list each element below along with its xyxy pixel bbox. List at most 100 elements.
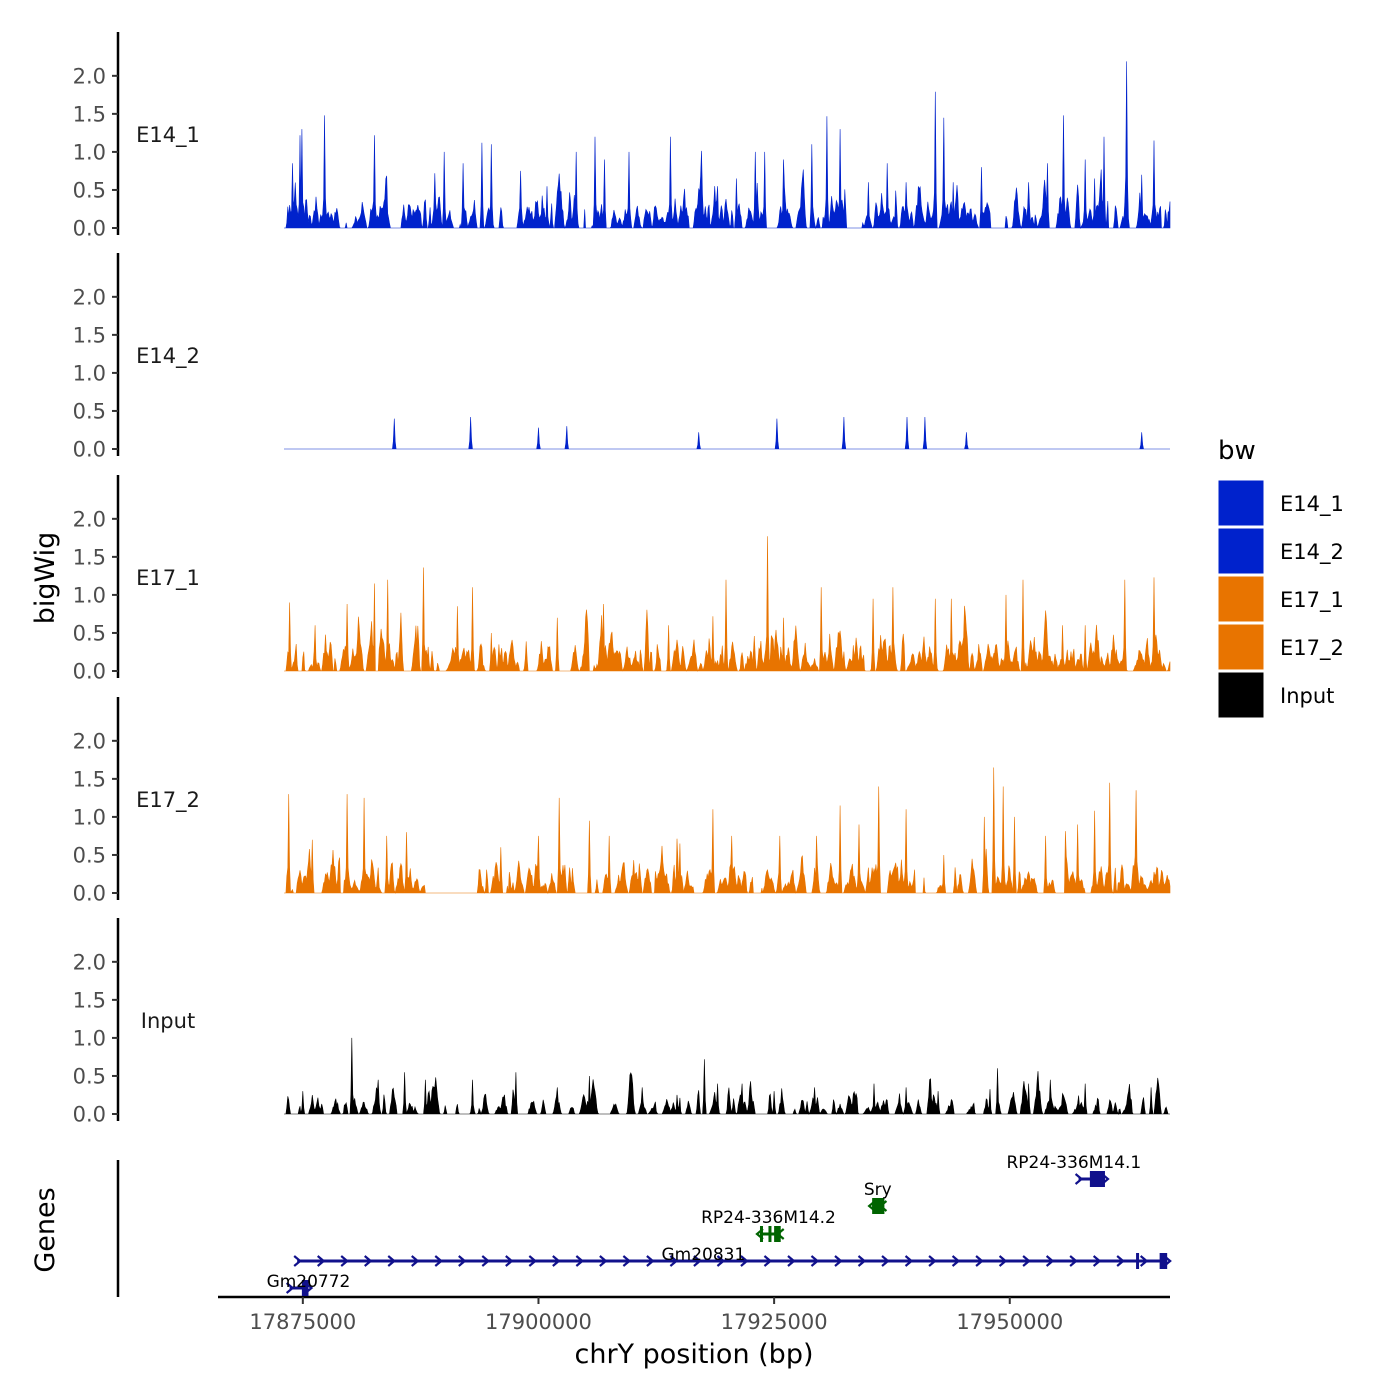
- x-tick-label: 17875000: [249, 1310, 356, 1334]
- x-tick-label: 17900000: [485, 1310, 592, 1334]
- y-tick-label: 1.0: [73, 1026, 106, 1050]
- y-tick-label: 1.5: [73, 545, 106, 569]
- y-tick-label: 0.5: [73, 1064, 106, 1088]
- strand-chevron: [975, 1255, 984, 1267]
- strand-chevron: [528, 1255, 538, 1267]
- strand-chevron: [316, 1255, 326, 1267]
- y-tick-label: 1.0: [73, 140, 106, 164]
- strand-chevron: [904, 1255, 914, 1267]
- gene-label: Gm20831: [662, 1245, 746, 1265]
- y-axis-title: bigWig: [30, 532, 61, 625]
- x-tick-label: 17925000: [721, 1310, 828, 1334]
- strand-chevron: [740, 1255, 749, 1267]
- strand-chevron: [1092, 1255, 1102, 1267]
- strand-chevron: [411, 1255, 420, 1267]
- gene-exon: [301, 1280, 309, 1296]
- strand-chevron: [763, 1255, 773, 1267]
- strand-chevron: [646, 1255, 655, 1267]
- strand-chevron: [1022, 1255, 1031, 1267]
- strand-chevron: [669, 1255, 679, 1267]
- strand-chevron: [1069, 1255, 1078, 1267]
- strand-chevron: [834, 1255, 843, 1267]
- legend-label: E17_1: [1280, 588, 1344, 613]
- strand-chevron: [387, 1255, 396, 1267]
- legend-swatch-E14_2: [1217, 527, 1265, 575]
- y-tick-label: 2.0: [73, 285, 106, 309]
- track-label: E17_1: [136, 566, 200, 591]
- strand-chevron: [599, 1255, 608, 1267]
- y-tick-label: 2.0: [73, 729, 106, 753]
- y-tick-label: 0.0: [73, 217, 106, 241]
- strand-chevron: [1045, 1255, 1055, 1267]
- strand-chevron: [552, 1255, 561, 1267]
- strand-chevron: [928, 1255, 937, 1267]
- gene-exon: [1136, 1253, 1140, 1269]
- strand-chevron: [810, 1255, 820, 1267]
- coverage-area-E14_1: [284, 61, 1171, 230]
- y-tick-label: 2.0: [73, 507, 106, 531]
- y-tick-label: 1.5: [73, 323, 106, 347]
- strand-chevron: [481, 1255, 491, 1267]
- strand-chevron: [881, 1255, 890, 1267]
- gene-label: RP24-336M14.2: [701, 1208, 836, 1228]
- y-tick-label: 1.0: [73, 805, 106, 829]
- track-label: Input: [141, 1009, 195, 1033]
- legend-label: Input: [1280, 684, 1334, 708]
- track-label: E14_1: [136, 123, 200, 148]
- strand-chevron: [1074, 1173, 1084, 1185]
- y-tick-label: 0.0: [73, 1103, 106, 1127]
- strand-chevron: [787, 1255, 796, 1267]
- strand-chevron: [693, 1255, 702, 1267]
- x-axis-title: chrY position (bp): [574, 1339, 813, 1370]
- gene-exon: [774, 1226, 781, 1242]
- y-tick-label: 2.0: [73, 950, 106, 974]
- y-tick-label: 1.5: [73, 988, 106, 1012]
- legend-swatch-E17_1: [1217, 575, 1265, 623]
- y-tick-label: 0.5: [73, 621, 106, 645]
- strand-chevron: [340, 1255, 349, 1267]
- y-tick-label: 1.0: [73, 361, 106, 385]
- legend-title: bw: [1218, 436, 1256, 466]
- y-tick-label: 1.5: [73, 102, 106, 126]
- gene-exon: [872, 1198, 885, 1214]
- coverage-area-E17_1: [284, 536, 1171, 672]
- legend-swatch-Input: [1217, 671, 1265, 719]
- strand-chevron: [998, 1255, 1008, 1267]
- gene-exon: [1159, 1253, 1168, 1269]
- legend-swatch-E17_2: [1217, 623, 1265, 671]
- strand-chevron: [1139, 1255, 1149, 1267]
- strand-chevron: [505, 1255, 514, 1267]
- y-tick-label: 0.5: [73, 178, 106, 202]
- x-tick-label: 17950000: [956, 1310, 1063, 1334]
- y-tick-label: 1.0: [73, 583, 106, 607]
- strand-chevron: [716, 1255, 726, 1267]
- y-tick-label: 0.5: [73, 399, 106, 423]
- strand-chevron: [364, 1255, 373, 1267]
- gene-exon: [759, 1226, 763, 1242]
- strand-chevron: [285, 1282, 295, 1294]
- coverage-area-Input: [284, 1037, 1170, 1116]
- legend-label: E17_2: [1280, 636, 1344, 661]
- strand-chevron: [434, 1255, 443, 1267]
- y-tick-label: 0.0: [73, 882, 106, 906]
- y-tick-label: 0.0: [73, 438, 106, 462]
- gene-label: RP24-336M14.1: [1006, 1153, 1141, 1173]
- gene-label: Sry: [864, 1180, 892, 1200]
- gene-exon: [768, 1226, 772, 1242]
- genes-axis-title: Genes: [30, 1187, 61, 1272]
- strand-chevron: [622, 1255, 632, 1267]
- strand-chevron: [458, 1255, 467, 1267]
- y-tick-label: 0.0: [73, 660, 106, 684]
- strand-chevron: [575, 1255, 585, 1267]
- gene-exon: [1089, 1171, 1105, 1187]
- legend-swatch-E14_1: [1217, 479, 1265, 527]
- legend-label: E14_2: [1280, 540, 1344, 565]
- coverage-area-E17_2: [284, 767, 1171, 895]
- y-tick-label: 0.5: [73, 843, 106, 867]
- coverage-area-E14_2: [284, 416, 1170, 450]
- y-tick-label: 1.5: [73, 767, 106, 791]
- track-label: E14_2: [136, 344, 200, 369]
- strand-chevron: [293, 1255, 302, 1267]
- strand-chevron: [857, 1255, 867, 1267]
